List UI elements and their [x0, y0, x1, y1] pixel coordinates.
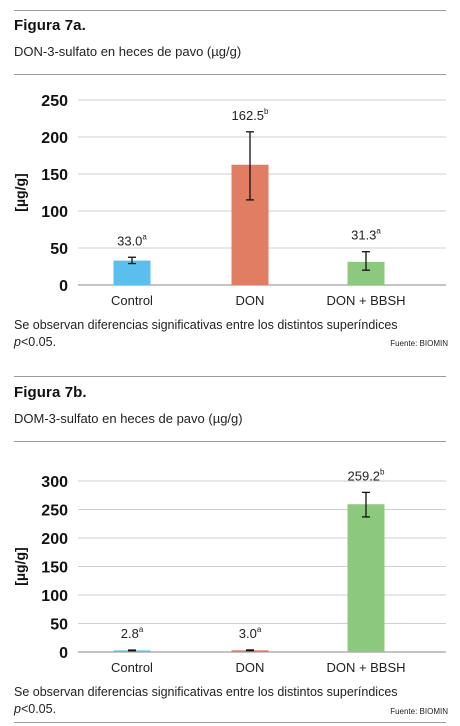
- figure-7a-note-p: p: [14, 335, 21, 349]
- y-tick-label: 100: [41, 204, 68, 221]
- data-label: 162.5b: [232, 107, 270, 123]
- y-tick-label: 0: [59, 278, 68, 295]
- bar: [347, 261, 385, 285]
- y-tick-label: 250: [41, 503, 68, 520]
- data-label: 3.0a: [239, 625, 262, 641]
- y-tick-label: 150: [41, 560, 68, 577]
- figure-7b-note: Se observan diferencias significativas e…: [14, 684, 398, 718]
- y-tick-label: 250: [41, 93, 68, 110]
- bottom-divider: [14, 722, 446, 723]
- figure-7a-chart: 0 50 100 150 200 250 [µg/g] 33.0a Control 162.5b D…: [12, 93, 446, 308]
- figure-7a-note-threshold: <0.05.: [20, 335, 57, 349]
- figure-7b-chart: 0 50 100 150 200 250 300 [µg/g] 2.8a Control 3.0a D…: [12, 467, 446, 675]
- figure-7a-note-text: Se observan diferencias significativas e…: [14, 318, 398, 332]
- x-tick-label: DON + BBSH: [326, 293, 405, 308]
- figure-7b-note-threshold: <0.05.: [20, 702, 57, 716]
- y-tick-label: 0: [59, 645, 68, 662]
- figure-7a-note: Se observan diferencias significativas e…: [14, 317, 398, 351]
- data-label: 2.8a: [121, 625, 144, 641]
- top-divider: [14, 10, 446, 11]
- y-tick-label: 200: [41, 531, 68, 548]
- data-label: 33.0a: [117, 232, 147, 248]
- x-tick-label: DON: [236, 660, 265, 675]
- figure-7a-source: Fuente: BIOMIN: [390, 339, 448, 348]
- y-tick-label: 200: [41, 130, 68, 147]
- x-tick-label: Control: [111, 293, 153, 308]
- figure-7b-source: Fuente: BIOMIN: [390, 707, 448, 716]
- y-tick-label: 50: [50, 617, 68, 634]
- y-tick-label: 300: [41, 474, 68, 491]
- bar: [347, 504, 385, 652]
- middle-divider: [14, 376, 446, 377]
- y-tick-label: 50: [50, 241, 68, 258]
- x-tick-label: DON: [236, 293, 265, 308]
- figure-7b-subtitle: DOM-3-sulfato en heces de pavo (µg/g): [14, 411, 243, 426]
- y-tick-label: 100: [41, 588, 68, 605]
- figure-7a-title: Figura 7a.: [14, 17, 86, 34]
- y-tick-label: 150: [41, 167, 68, 184]
- x-tick-label: DON + BBSH: [326, 660, 405, 675]
- bar: [113, 260, 151, 285]
- y-axis-label: [µg/g]: [12, 547, 28, 585]
- y-axis-label: [µg/g]: [12, 173, 28, 211]
- figure-7b-note-text: Se observan diferencias significativas e…: [14, 685, 398, 699]
- figure-7b-title: Figura 7b.: [14, 384, 87, 401]
- x-tick-label: Control: [111, 660, 153, 675]
- data-label: 31.3a: [351, 227, 381, 243]
- figure-7a-subtitle: DON-3-sulfato en heces de pavo (µg/g): [14, 44, 242, 59]
- figure-7b-header-divider: [14, 441, 446, 442]
- figure-7a-header-divider: [14, 74, 446, 75]
- data-label: 259.2b: [348, 467, 386, 483]
- figure-7b-note-p: p: [14, 702, 21, 716]
